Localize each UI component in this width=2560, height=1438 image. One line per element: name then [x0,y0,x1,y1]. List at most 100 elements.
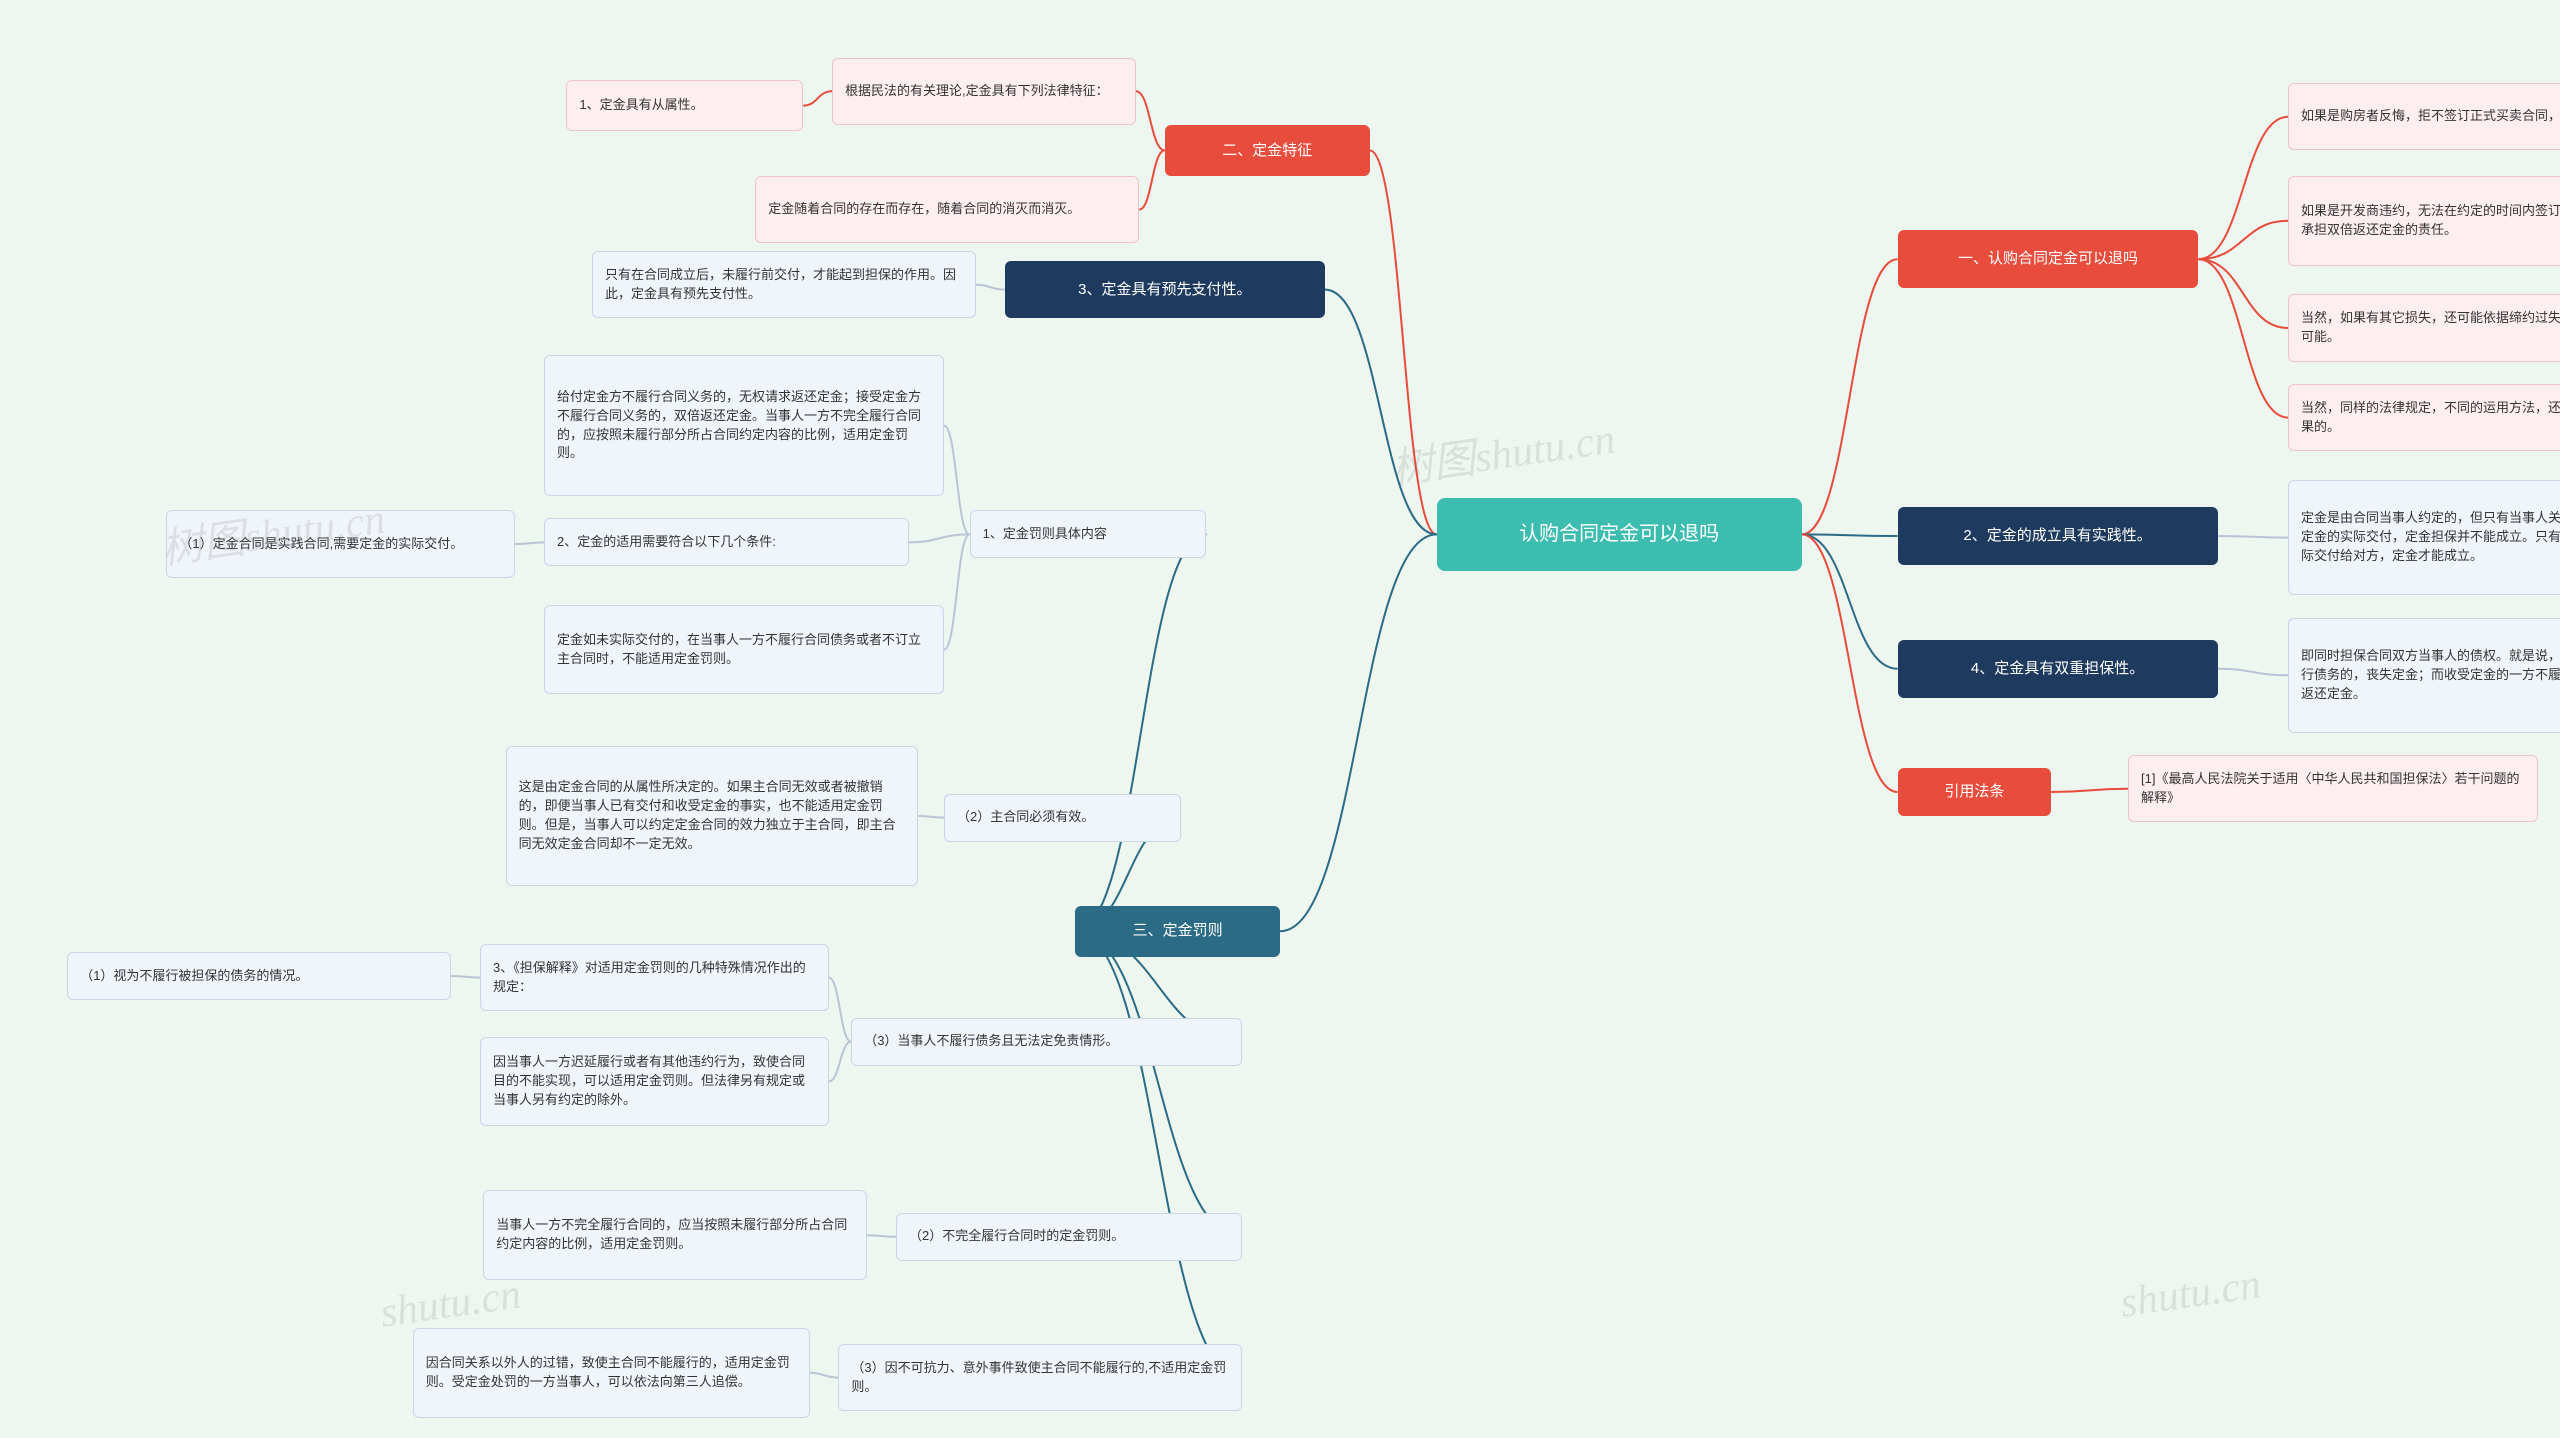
edge [2198,259,2288,417]
node-c2a: 这是由定金合同的从属性所决定的。如果主合同无效或者被撤销的，即便当事人已有交付和… [506,746,919,887]
node-text: 4、定金具有双重担保性。 [1971,658,2144,680]
node-s2a: 1、定金具有从属性。 [566,80,803,131]
edge [1802,259,1898,534]
node-text: 2、定金的成立具有实践性。 [1963,525,2151,547]
node-text: 只有在合同成立后，未履行前交付，才能起到担保的作用。因此，定金具有预先支付性。 [605,266,963,304]
watermark: shutu.cn [2117,1260,2263,1327]
edge [2218,536,2288,538]
node-c1bL: （1）定金合同是实践合同,需要定金的实际交付。 [166,510,515,577]
node-s2a1: 根据民法的有关理论,定金具有下列法律特征： [832,58,1136,125]
node-c5a: 因合同关系以外人的过错，致使主合同不能履行的，适用定金罚则。受定金处罚的一方当事… [413,1328,810,1418]
node-text: 如果是开发商违约，无法在约定的时间内签订正式的买卖合同，则承担双倍返还定金的责任… [2301,202,2560,240]
node-ref: 引用法条 [1898,768,2052,816]
node-r1b: 如果是开发商违约，无法在约定的时间内签订正式的买卖合同，则承担双倍返还定金的责任… [2288,176,2560,266]
edge [1075,534,1206,931]
node-c1a: 给付定金方不履行合同义务的，无权请求返还定金；接受定金方不履行合同义务的，双倍返… [544,355,944,496]
node-text: 3、定金具有预先支付性。 [1078,279,1251,301]
node-text: 如果是购房者反悔，拒不签订正式买卖合同，则不退还定金。 [2301,107,2560,126]
node-text: （3）当事人不履行债务且无法定免责情形。 [864,1032,1118,1051]
edge [810,1373,839,1378]
edge [1370,150,1437,534]
node-text: 引用法条 [1944,781,2004,803]
node-c3a: 3、《担保解释》对适用定金罚则的几种特殊情况作出的规定： [480,944,829,1011]
node-c3b: 因当事人一方迟延履行或者有其他违约行为，致使合同目的不能实现，可以适用定金罚则。… [480,1037,829,1127]
node-text: 1、定金罚则具体内容 [983,525,1107,544]
edge [1075,931,1241,1237]
edge [803,91,832,105]
node-text: 当然，同样的法律规定，不同的运用方法，还是可能产生不同的结果的。 [2301,399,2560,437]
node-text: 三、定金罚则 [1133,920,1223,942]
node-s2b: 定金随着合同的存在而存在，随着合同的消灭而消灭。 [755,176,1139,243]
node-c4: （2）不完全履行合同时的定金罚则。 [896,1213,1242,1261]
node-text: 当事人一方不完全履行合同的，应当按照未履行部分所占合同约定内容的比例，适用定金罚… [496,1216,854,1254]
edge [1280,534,1437,931]
watermark: 树图shutu.cn [1387,405,1618,497]
node-r1: 一、认购合同定金可以退吗 [1898,230,2199,288]
edge [829,1042,851,1082]
node-text: （1）定金合同是实践合同,需要定金的实际交付。 [179,535,463,554]
node-c5: （3）因不可抗力、意外事件致使主合同不能履行的,不适用定金罚则。 [838,1344,1241,1411]
node-r4: 4、定金具有双重担保性。 [1898,640,2218,698]
edge [515,542,544,544]
node-r1d: 当然，同样的法律规定，不同的运用方法，还是可能产生不同的结果的。 [2288,384,2560,451]
node-text: （1）视为不履行被担保的债务的情况。 [80,967,308,986]
node-r4a: 即同时担保合同双方当事人的债权。就是说，交付定金的一方不履行债务的，丧失定金；而… [2288,618,2560,733]
node-text: 二、定金特征 [1222,140,1312,162]
node-c1: 1、定金罚则具体内容 [970,510,1207,558]
node-s2: 二、定金特征 [1165,125,1370,176]
edge [2218,669,2288,675]
node-c2: （2）主合同必须有效。 [944,794,1181,842]
node-text: 定金随着合同的存在而存在，随着合同的消灭而消灭。 [768,200,1080,219]
edge [2051,789,2128,792]
edge [2198,259,2288,328]
edge [944,426,970,535]
edge [1802,534,1898,668]
node-r1a: 如果是购房者反悔，拒不签订正式买卖合同，则不退还定金。 [2288,83,2560,150]
edge [1139,150,1165,209]
node-text: （3）因不可抗力、意外事件致使主合同不能履行的,不适用定金罚则。 [851,1359,1228,1397]
node-text: [1]《最高人民法院关于适用〈中华人民共和国担保法〉若干问题的解释》 [2141,770,2525,808]
edge [1802,534,1898,536]
node-text: 当然，如果有其它损失，还可能依据缔约过失责任承担其它责任的可能。 [2301,309,2560,347]
edge [918,816,944,818]
edge [829,978,851,1042]
edge [909,534,970,542]
edge-layer [0,0,2560,1438]
node-text: 2、定金的适用需要符合以下几个条件: [557,533,776,552]
node-c4a: 当事人一方不完全履行合同的，应当按照未履行部分所占合同约定内容的比例，适用定金罚… [483,1190,867,1280]
edge [2198,117,2288,259]
edge [451,976,480,978]
edge [2198,221,2288,259]
node-text: （2）主合同必须有效。 [957,808,1094,827]
node-c3: （3）当事人不履行债务且无法定免责情形。 [851,1018,1241,1066]
node-r1c: 当然，如果有其它损失，还可能依据缔约过失责任承担其它责任的可能。 [2288,294,2560,361]
node-root: 认购合同定金可以退吗 [1437,498,1802,572]
node-c3aL: （1）视为不履行被担保的债务的情况。 [67,952,451,1000]
node-text: 认购合同定金可以退吗 [1519,520,1719,549]
node-s3: 三、定金罚则 [1075,906,1280,957]
edge [1325,290,1437,535]
node-text: 一、认购合同定金可以退吗 [1958,248,2138,270]
node-l3: 3、定金具有预先支付性。 [1005,261,1325,319]
node-r2: 2、定金的成立具有实践性。 [1898,507,2218,565]
edge [944,534,970,649]
node-text: 因当事人一方迟延履行或者有其他违约行为，致使合同目的不能实现，可以适用定金罚则。… [493,1053,816,1110]
node-r2a: 定金是由合同当事人约定的，但只有当事人关于定金的约定，而无定金的实际交付，定金担… [2288,480,2560,595]
node-text: 因合同关系以外人的过错，致使主合同不能履行的，适用定金罚则。受定金处罚的一方当事… [426,1354,797,1392]
node-text: 给付定金方不履行合同义务的，无权请求返还定金；接受定金方不履行合同义务的，双倍返… [557,388,931,463]
edge [867,1235,896,1237]
edge [976,285,1005,290]
node-l3a: 只有在合同成立后，未履行前交付，才能起到担保的作用。因此，定金具有预先支付性。 [592,251,976,318]
node-c1c: 定金如未实际交付的，在当事人一方不履行合同债务或者不订立主合同时，不能适用定金罚… [544,605,944,695]
edge [1075,931,1241,1377]
node-text: 根据民法的有关理论,定金具有下列法律特征： [845,82,1109,101]
node-text: 即同时担保合同双方当事人的债权。就是说，交付定金的一方不履行债务的，丧失定金；而… [2301,647,2560,704]
node-text: 定金是由合同当事人约定的，但只有当事人关于定金的约定，而无定金的实际交付，定金担… [2301,509,2560,566]
node-refa: [1]《最高人民法院关于适用〈中华人民共和国担保法〉若干问题的解释》 [2128,755,2538,822]
node-text: （2）不完全履行合同时的定金罚则。 [909,1227,1124,1246]
node-text: 1、定金具有从属性。 [579,96,703,115]
node-text: 3、《担保解释》对适用定金罚则的几种特殊情况作出的规定： [493,959,816,997]
node-text: 这是由定金合同的从属性所决定的。如果主合同无效或者被撤销的，即便当事人已有交付和… [519,778,906,853]
edge [1136,91,1165,150]
node-c1b: 2、定金的适用需要符合以下几个条件: [544,518,909,566]
